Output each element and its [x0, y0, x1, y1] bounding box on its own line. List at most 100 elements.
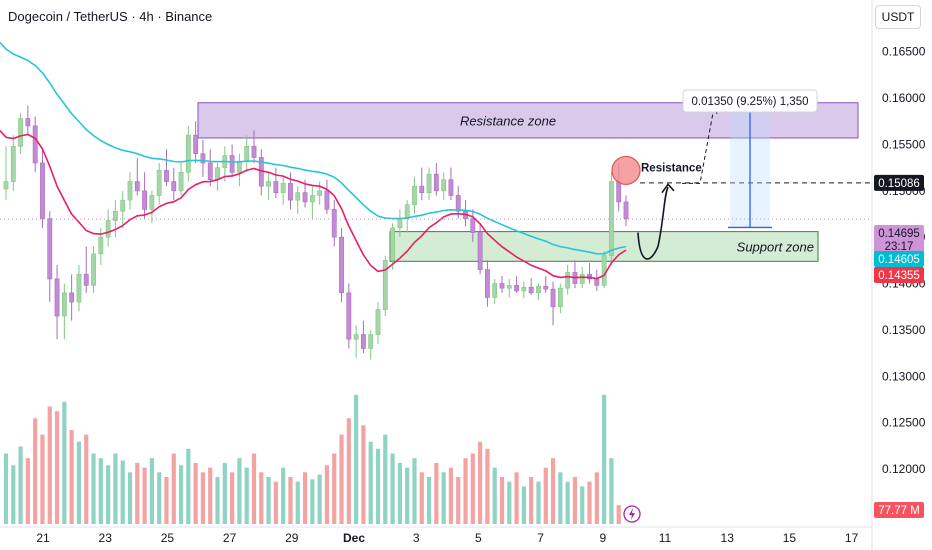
- volume-bar: [529, 477, 534, 524]
- candle-body: [579, 273, 585, 284]
- candle-body: [331, 209, 337, 238]
- volume-bar: [492, 467, 497, 524]
- volume-bar: [302, 472, 308, 524]
- volume-bar: [397, 462, 402, 524]
- volume-bar: [419, 472, 424, 524]
- candle-body: [616, 181, 622, 203]
- measure-label-box: [682, 89, 818, 113]
- candle-body: [193, 134, 199, 155]
- projection-dashed: [682, 107, 715, 184]
- candle-body: [178, 171, 184, 192]
- volume-bar: [485, 448, 490, 524]
- candle-body: [477, 232, 483, 270]
- candle-body: [127, 181, 133, 201]
- candle-body: [280, 183, 286, 193]
- candle-body: [317, 190, 323, 196]
- volume-bar: [383, 434, 388, 524]
- candle-body: [18, 118, 23, 147]
- volume-bar: [470, 453, 475, 524]
- candle-body: [397, 218, 403, 229]
- price-tick-label: 0.15500: [882, 137, 926, 151]
- price-tick-label: 0.12000: [882, 462, 926, 476]
- candle-body: [382, 260, 388, 310]
- candles-layer: [3, 105, 629, 360]
- time-tick-label: 15: [783, 531, 797, 545]
- volume-bar: [317, 474, 322, 524]
- candle-body: [288, 183, 293, 201]
- volume-bar: [441, 472, 446, 524]
- price-tag-label: 0.14355: [878, 270, 920, 282]
- volume-bar: [237, 458, 242, 524]
- candle-body: [142, 190, 147, 210]
- time-tick-label: 11: [659, 531, 672, 545]
- candle-body: [10, 146, 16, 182]
- price-tag-label: 0.14605: [878, 254, 920, 266]
- candle-body: [404, 204, 410, 219]
- volume-bar: [91, 453, 96, 524]
- volume-layer: [3, 394, 621, 524]
- time-axis: 21 23 25 27 29 Dec 3 5 7 9 11 13 15 17: [36, 531, 858, 545]
- time-tick-label: 3: [413, 531, 420, 545]
- volume-bar: [426, 477, 432, 524]
- volume-bar: [186, 448, 191, 524]
- volume-bar: [54, 411, 60, 524]
- volume-bar: [164, 477, 169, 524]
- time-tick-label: Dec: [343, 531, 365, 545]
- volume-bar: [120, 460, 125, 524]
- volume-bar: [521, 486, 526, 524]
- time-tick-label: 5: [475, 531, 482, 545]
- price-tick-label: 0.16500: [882, 45, 926, 59]
- volume-bar: [193, 462, 198, 524]
- volume-bar: [390, 453, 395, 524]
- candle-body: [492, 283, 498, 298]
- volume-bar: [339, 434, 344, 524]
- volume-bar: [33, 418, 38, 524]
- volume-bar: [405, 467, 410, 524]
- candle-body: [594, 278, 600, 286]
- ema-slow-line: [0, 41, 627, 255]
- volume-bar: [324, 465, 330, 524]
- candle-body: [302, 192, 308, 203]
- candle-body: [113, 210, 118, 221]
- candle-body: [528, 286, 534, 294]
- volume-bar: [200, 472, 206, 524]
- time-tick-label: 17: [845, 531, 859, 545]
- candle-body: [229, 155, 235, 173]
- resistance-label: Resistance: [641, 162, 702, 174]
- price-tag-bg: [874, 174, 924, 191]
- candle-body: [601, 255, 607, 286]
- volume-bar: [310, 479, 315, 524]
- price-tag-label: 77.77 M: [878, 505, 920, 517]
- candle-body: [565, 272, 571, 289]
- candle-body: [412, 185, 417, 206]
- volume-bar: [149, 458, 154, 524]
- candle-body: [550, 288, 556, 308]
- projection-curve: [637, 186, 669, 260]
- volume-bar: [448, 467, 454, 524]
- candle-body: [134, 181, 140, 192]
- candle-body: [91, 253, 96, 286]
- currency-button[interactable]: USDT: [875, 5, 921, 29]
- candle-body: [426, 173, 432, 193]
- candle-body: [368, 334, 374, 349]
- volume-bar: [84, 434, 89, 524]
- volume-bar: [361, 425, 366, 524]
- candle-body: [40, 162, 45, 219]
- price-tag-label: 0.14695: [878, 228, 920, 240]
- volume-bar: [375, 448, 381, 524]
- volume-bar: [514, 472, 519, 524]
- chart-title: Dogecoin / TetherUS · 4h · Binance: [8, 9, 213, 24]
- candle-body: [485, 269, 490, 298]
- volume-bar: [98, 458, 103, 524]
- volume-bar: [113, 453, 118, 524]
- volume-bar: [76, 441, 82, 524]
- volume-bar: [609, 458, 614, 524]
- candle-body: [185, 134, 191, 173]
- candle-body: [25, 118, 31, 127]
- support-zone-label: Support zone: [737, 239, 814, 254]
- candle-body: [361, 334, 366, 349]
- volume-bar: [602, 394, 607, 524]
- volume-bar: [69, 430, 74, 524]
- resistance-touch-marker: [611, 155, 641, 186]
